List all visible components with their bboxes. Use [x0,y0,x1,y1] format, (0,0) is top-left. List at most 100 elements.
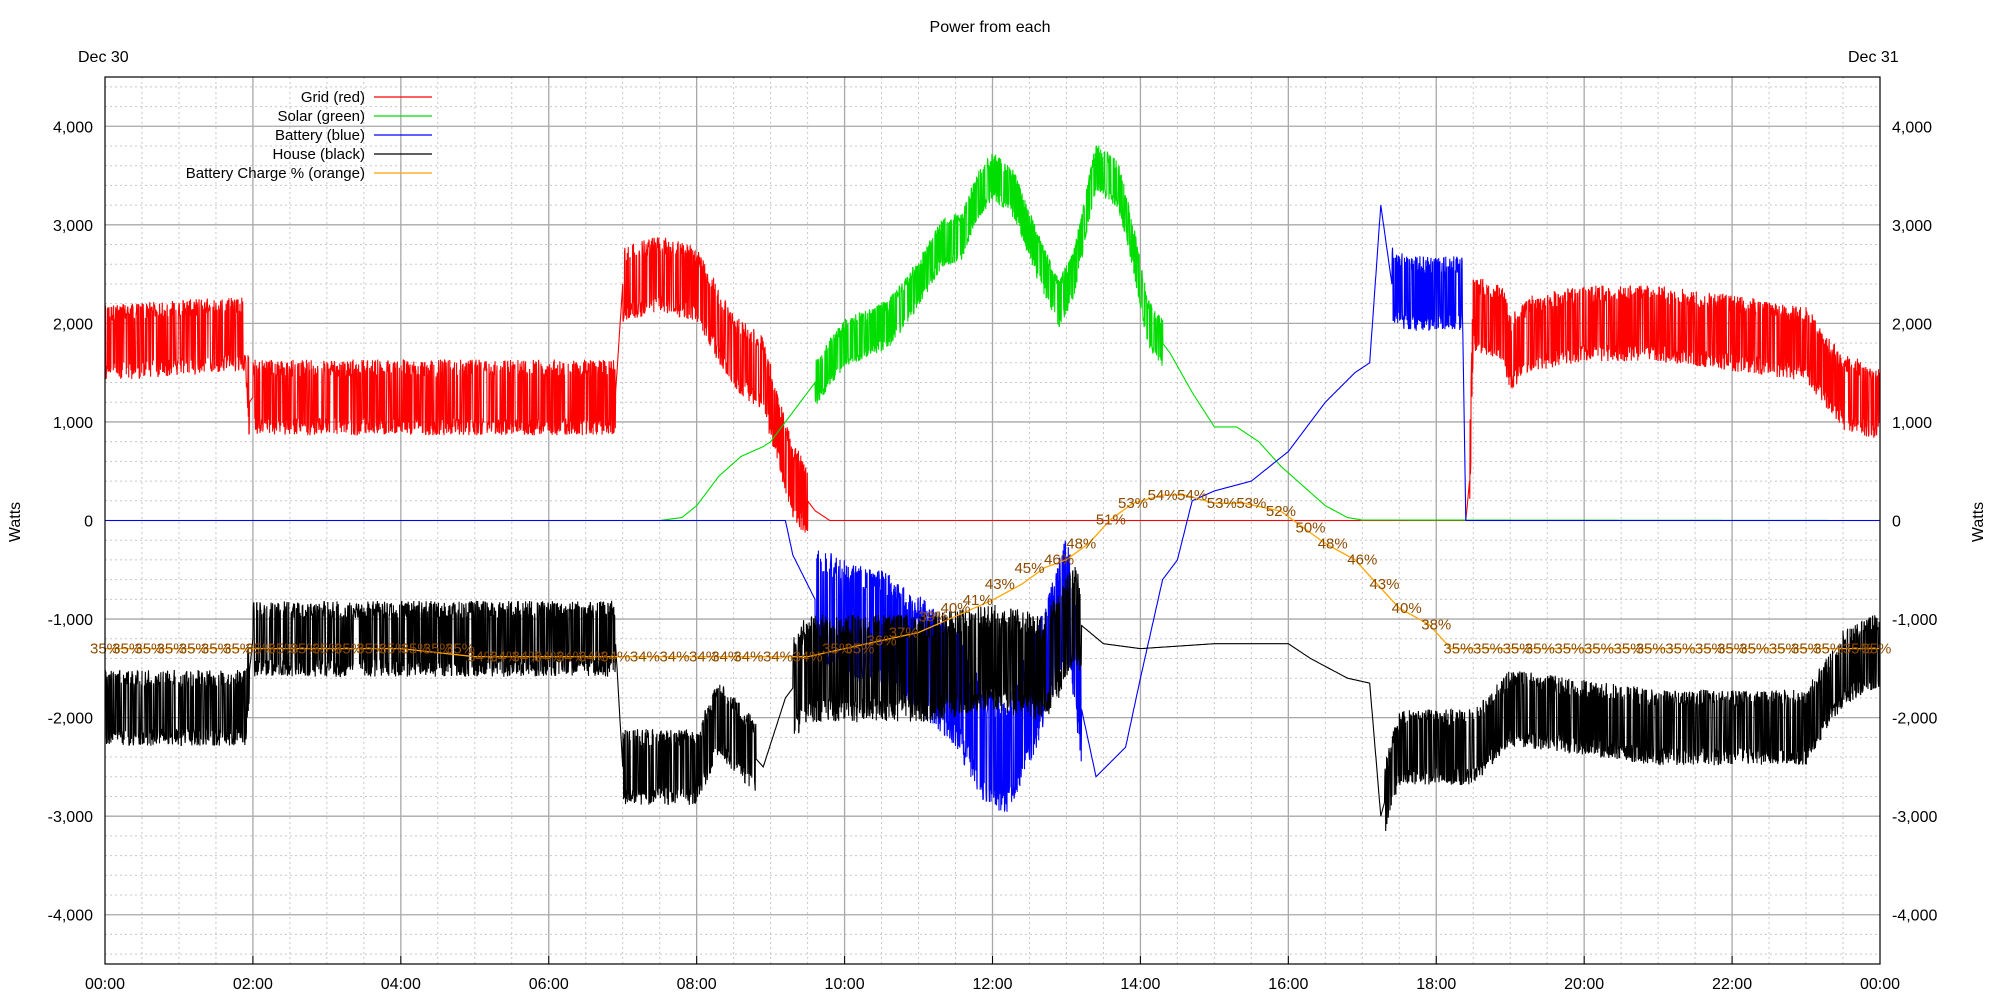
battery-charge-label: 35% [378,641,408,658]
battery-charge-line [105,494,1880,658]
battery-charge-label: 35% [179,641,209,658]
battery-charge-label: 35% [267,641,297,658]
legend-label: Battery (blue) [275,127,365,144]
y-tick-label-left: 2,000 [53,316,93,333]
battery-charge-label: 40% [1392,600,1422,617]
battery-charge-label: 35% [1525,641,1555,658]
x-tick-label: 10:00 [825,976,865,993]
battery-charge-label: 35% [1554,641,1584,658]
y-tick-label-left: -2,000 [48,711,93,728]
battery-charge-label: 34% [630,649,660,666]
chart-title: Power from each [930,19,1051,36]
y-tick-label-left: 3,000 [53,218,93,235]
x-tick-label: 12:00 [972,976,1012,993]
legend: Grid (red) Solar (green) Battery (blue) Hou… [186,89,432,182]
x-tick-label: 20:00 [1564,976,1604,993]
battery-charge-label: 34% [733,649,763,666]
battery-charge-label: 35% [201,641,231,658]
battery-charge-label: 41% [963,592,993,609]
battery-charge-label: 34% [512,649,542,666]
battery-charge-label: 40% [941,600,971,617]
battery-charge-label: 34% [534,649,564,666]
y-tick-label-left: 1,000 [53,415,93,432]
battery-charge-label: 36% [867,633,897,650]
battery-charge-label: 35% [1695,641,1725,658]
y-tick-label-right: -3,000 [1892,809,1937,826]
battery-charge-label: 35% [1443,641,1473,658]
battery-charge-label: 53% [1207,495,1237,512]
battery-charge-label: 54% [1148,487,1178,504]
battery-charge-label: 35% [1769,641,1799,658]
battery-charge-label: 35% [401,641,431,658]
x-tick-label: 08:00 [677,976,717,993]
y-tick-label-right: -2,000 [1892,711,1937,728]
battery-charge-label: 35% [1813,641,1843,658]
battery-charge-labels: 35%35%35%35%35%35%35%35%35%35%35%35%35%3… [90,487,1891,666]
y-tick-label-right: 2,000 [1892,316,1932,333]
battery-charge-label: 45% [1014,560,1044,577]
battery-charge-label: 34% [489,649,519,666]
battery-charge-label: 35% [157,641,187,658]
y-tick-label-right: 0 [1892,514,1901,531]
battery-charge-label: 54% [1177,487,1207,504]
battery-charge-label: 35% [1473,641,1503,658]
y-tick-label-right: 4,000 [1892,119,1932,136]
date-right-label: Dec 31 [1848,49,1899,66]
battery-charge-label: 34% [578,649,608,666]
y-tick-label-right: -4,000 [1892,908,1937,925]
battery-charge-label: 35% [1584,641,1614,658]
battery-charge-label: 35% [1665,641,1695,658]
battery-charge-label: 52% [1266,503,1296,520]
y-axis-label-left: Watts [7,502,24,542]
y-axis-label-right: Watts [1970,502,1987,542]
battery-charge-label: 34% [556,649,586,666]
y-tick-label-right: 3,000 [1892,218,1932,235]
x-tick-label: 16:00 [1268,976,1308,993]
battery-charge-label: 35% [1717,641,1747,658]
x-tick-label: 00:00 [85,976,125,993]
battery-charge-label: 35% [1614,641,1644,658]
y-tick-label-left: -4,000 [48,908,93,925]
x-tick-label: 18:00 [1416,976,1456,993]
battery-charge-label: 35% [1791,641,1821,658]
battery-charge-label: 53% [1118,495,1148,512]
battery-charge-label: 51% [1096,511,1126,528]
battery-charge-label: 48% [1066,536,1096,553]
x-tick-label: 06:00 [529,976,569,993]
battery-charge-label: 35% [822,641,852,658]
battery-charge-label: 35% [134,641,164,658]
legend-label: Solar (green) [277,108,365,125]
battery-charge-label: 34% [659,649,689,666]
battery-charge-label: 35% [1861,641,1891,658]
battery-charge-label: 53% [1236,495,1266,512]
y-tick-label-left: -3,000 [48,809,93,826]
x-tick-label: 14:00 [1120,976,1160,993]
battery-charge-label: 34% [467,649,497,666]
legend-label: Battery Charge % (orange) [186,165,365,182]
battery-charge-label: 35% [356,641,386,658]
battery-charge-label: 34% [711,649,741,666]
battery-charge-label: 35% [245,641,275,658]
x-tick-label: 04:00 [381,976,421,993]
battery-charge-label: 35% [1503,641,1533,658]
axes: 00:00 02:00 04:00 06:00 08:00 10:00 12:00 14:00… [48,119,1938,993]
battery-charge-label: 35% [1636,641,1666,658]
battery-charge-label: 35% [223,641,253,658]
battery-charge-label: 46% [1044,552,1074,569]
battery-charge-label: 35% [112,641,142,658]
battery-charge-label: 39% [918,608,948,625]
series-line [104,566,1881,832]
battery-charge-label: 34% [600,649,630,666]
x-tick-label: 00:00 [1860,976,1900,993]
y-tick-label-left: 0 [84,514,93,531]
y-tick-label-right: -1,000 [1892,612,1937,629]
battery-charge-label: 34% [763,649,793,666]
battery-charge-label: 35% [1739,641,1769,658]
x-tick-label: 22:00 [1712,976,1752,993]
battery-charge-label: 35% [1843,641,1873,658]
battery-charge-label: 34% [793,649,823,666]
series-line [104,237,1881,533]
battery-charge-label: 35% [445,641,475,658]
battery-charge-label: 35% [844,641,874,658]
